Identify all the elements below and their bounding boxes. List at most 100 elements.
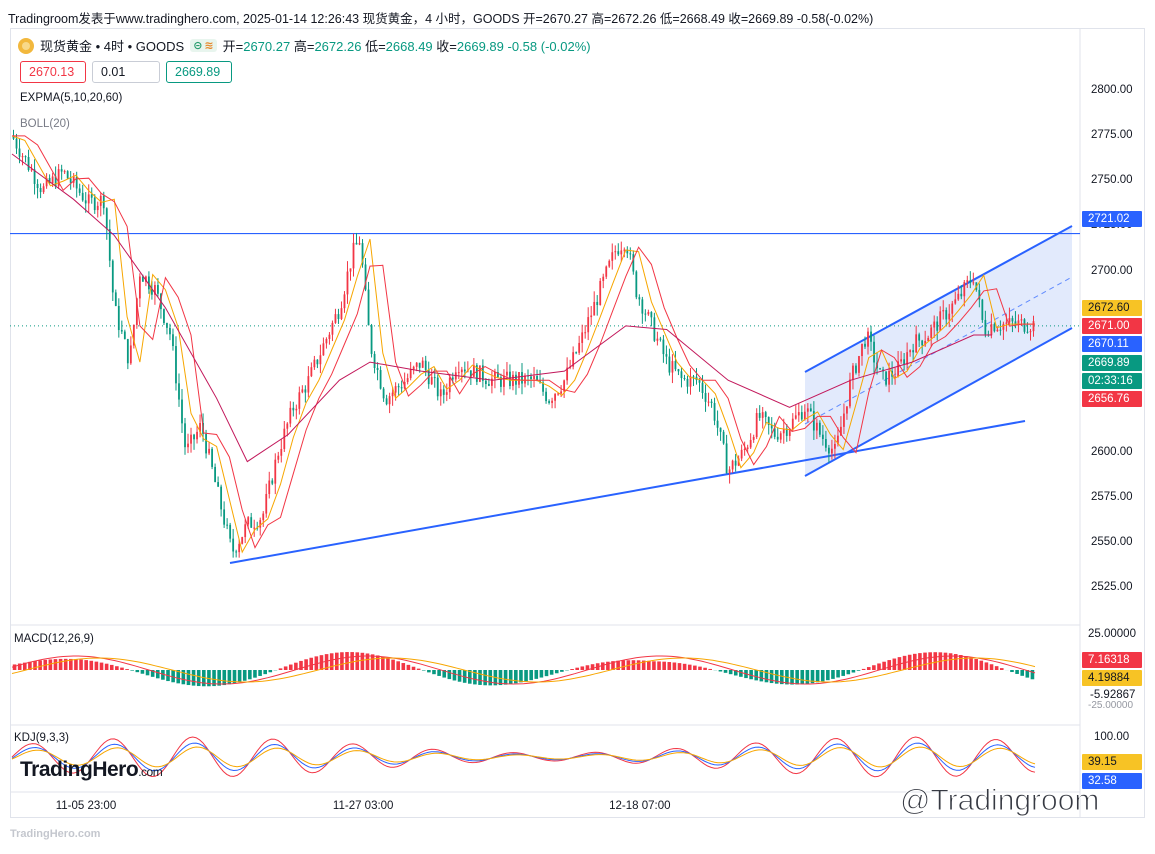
candle-body xyxy=(340,308,343,319)
symbol-name[interactable]: 现货黄金 • 4时 • GOODS xyxy=(40,39,185,54)
candle-body xyxy=(475,365,478,382)
candle-body xyxy=(873,341,875,363)
sell-button[interactable]: 2670.13 xyxy=(20,61,86,83)
macd-bar xyxy=(386,658,390,670)
candle-body xyxy=(69,178,72,183)
candle-body xyxy=(948,313,951,320)
macd-bar xyxy=(519,670,523,683)
quantity-input[interactable]: 0.01 xyxy=(92,61,160,83)
candle-body xyxy=(590,315,593,318)
candle-body xyxy=(897,361,900,377)
macd-bar xyxy=(887,660,892,670)
macd-bar xyxy=(411,666,416,670)
status-dot-icon: ⊝ xyxy=(193,40,203,52)
candle-body xyxy=(1002,323,1005,330)
candle-body xyxy=(758,413,761,418)
candle-body xyxy=(776,436,779,440)
candle-body xyxy=(310,367,313,377)
candle-body xyxy=(181,399,183,424)
candle-body xyxy=(563,380,566,392)
candle-body xyxy=(704,392,707,402)
macd-bar xyxy=(851,670,856,673)
candle-body xyxy=(497,372,499,378)
candle-body xyxy=(951,303,954,314)
candle-body xyxy=(683,378,686,380)
candle-body xyxy=(620,250,623,255)
candle-body xyxy=(469,370,472,377)
macd-bar xyxy=(150,670,155,677)
macd-bar xyxy=(74,659,78,670)
candle-body xyxy=(105,208,108,230)
macd-indicator-label[interactable]: MACD(12,26,9) xyxy=(14,633,94,645)
macd-bar xyxy=(28,661,32,670)
candle-body xyxy=(782,428,785,434)
boll-indicator-label[interactable]: BOLL(20) xyxy=(20,118,70,130)
candle-body xyxy=(761,412,764,418)
candle-body xyxy=(740,449,743,459)
price-tag: 02:33:16 xyxy=(1082,373,1142,389)
candle-body xyxy=(385,398,388,405)
candle-body xyxy=(665,354,668,357)
macd-bar xyxy=(109,664,114,670)
kdj-indicator-label[interactable]: KDJ(9,3,3) xyxy=(14,732,69,744)
macd-bar xyxy=(498,670,503,686)
ema-indicator-label[interactable]: EXPMA(5,10,20,60) xyxy=(20,92,123,104)
candle-body xyxy=(259,520,262,528)
candle-body xyxy=(178,383,180,400)
candle-body xyxy=(861,343,863,357)
support-trendline xyxy=(229,420,1026,564)
macd-bar xyxy=(907,654,912,670)
candle-body xyxy=(966,280,969,283)
candle-body xyxy=(460,369,463,373)
price-tag: 2670.11 xyxy=(1082,336,1142,352)
macd-bar xyxy=(473,670,477,685)
macd-bar xyxy=(662,661,666,670)
candle-body xyxy=(803,411,806,420)
candle-body xyxy=(331,322,334,335)
candle-body xyxy=(481,365,484,381)
macd-bar xyxy=(974,659,978,670)
macd-bar xyxy=(12,664,17,670)
candle-body xyxy=(596,301,599,306)
candle-body xyxy=(626,249,629,254)
macd-bar xyxy=(63,658,68,670)
macd-bar xyxy=(815,670,820,683)
macd-bar xyxy=(600,662,605,670)
candle-body xyxy=(307,376,310,393)
candle-body xyxy=(945,310,948,320)
macd-bar xyxy=(621,660,626,670)
macd-bar xyxy=(48,659,53,670)
macd-bar xyxy=(979,660,984,670)
chart-frame[interactable] xyxy=(10,28,1145,818)
candle-body xyxy=(187,443,189,448)
candle-body xyxy=(87,194,90,204)
macd-bar xyxy=(687,664,692,670)
candle-body xyxy=(524,375,526,384)
candle-body xyxy=(391,392,394,397)
macd-bar xyxy=(524,670,528,682)
time-tick-label: 12-18 07:00 xyxy=(609,800,671,812)
macd-bar xyxy=(682,663,687,670)
symbol-status-pill[interactable]: ⊝ ≋ xyxy=(190,39,217,52)
candle-body xyxy=(409,369,412,379)
candle-body xyxy=(752,437,755,440)
candle-body xyxy=(912,350,915,353)
buy-button[interactable]: 2669.89 xyxy=(166,61,232,83)
macd-bar xyxy=(217,670,221,686)
candle-body xyxy=(129,345,132,364)
macd-bar xyxy=(191,670,196,686)
candle-body xyxy=(879,368,881,370)
candle-body xyxy=(394,386,397,393)
macd-bar xyxy=(79,659,83,670)
macd-bar xyxy=(84,660,88,670)
macd-bar xyxy=(575,667,580,670)
macd-bar xyxy=(140,670,145,674)
macd-bar xyxy=(360,652,365,670)
macd-bar xyxy=(754,670,759,681)
price-tag: 2721.02 xyxy=(1082,211,1142,227)
price-tag: 2656.76 xyxy=(1082,391,1142,407)
candle-body xyxy=(364,264,367,290)
macd-bar xyxy=(467,670,472,684)
macd-bar xyxy=(923,652,927,670)
